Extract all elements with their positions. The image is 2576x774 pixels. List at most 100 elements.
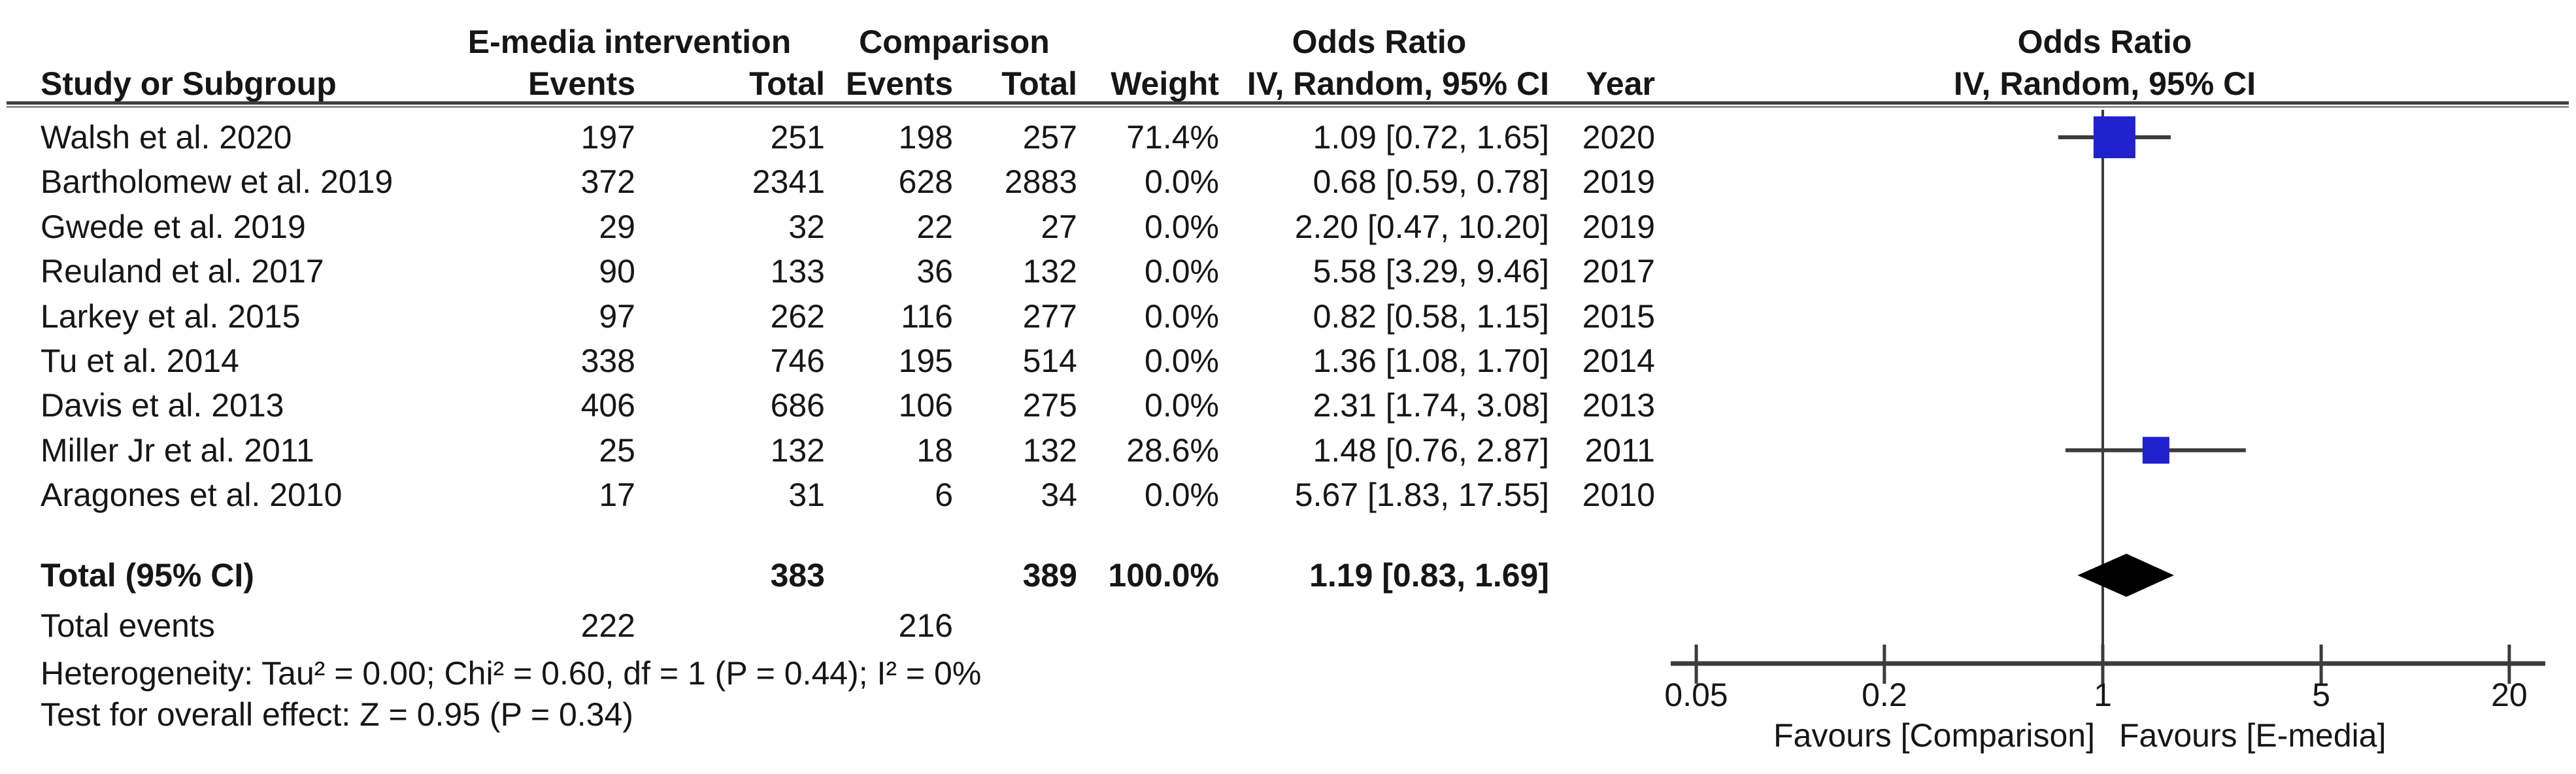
- axis-tick-label: 0.05: [1664, 677, 1728, 713]
- events-intervention: 97: [599, 298, 635, 335]
- year: 2015: [1582, 298, 1655, 335]
- ci-text: 0.82 [0.58, 1.15]: [1313, 298, 1549, 335]
- grand-total-weight: 100.0%: [1108, 557, 1219, 594]
- total-intervention: 32: [788, 209, 825, 245]
- column-header-row: Study or Subgroup Events Total Events To…: [0, 65, 1673, 105]
- weight: 0.0%: [1145, 253, 1219, 290]
- col-group-intervention: E-media intervention: [467, 24, 792, 60]
- events-comparison: 36: [916, 253, 953, 290]
- events-comparison: 106: [898, 387, 953, 424]
- study-marker: [2142, 437, 2169, 464]
- heterogeneity-stats: Heterogeneity: Tau² = 0.00; Chi² = 0.60,…: [41, 655, 982, 692]
- grand-total-comparison: 389: [1022, 557, 1077, 594]
- events-intervention: 338: [580, 343, 635, 379]
- total-comparison: 275: [1022, 387, 1077, 424]
- events-comparison: 628: [898, 163, 953, 200]
- total-label: Total (95% CI): [41, 557, 254, 594]
- study-name: Aragones et al. 2010: [41, 477, 343, 513]
- year: 2010: [1582, 477, 1655, 513]
- total-events-comparison: 216: [898, 607, 953, 644]
- ci-text: 1.48 [0.76, 2.87]: [1313, 432, 1549, 469]
- total-intervention: 262: [770, 298, 825, 335]
- weight: 0.0%: [1145, 477, 1219, 513]
- weight: 0.0%: [1145, 163, 1219, 200]
- col-weight: Weight: [1111, 65, 1219, 102]
- events-intervention: 406: [580, 387, 635, 424]
- total-comparison: 34: [1041, 477, 1077, 513]
- col-ci: IV, Random, 95% CI: [1246, 65, 1549, 102]
- weight: 0.0%: [1145, 387, 1219, 424]
- total-intervention: 686: [770, 387, 825, 424]
- total-intervention: 31: [788, 477, 825, 513]
- study-name: Tu et al. 2014: [41, 343, 239, 379]
- events-comparison: 18: [916, 432, 953, 469]
- total-comparison: 132: [1022, 253, 1077, 290]
- header-divider: [7, 101, 2569, 108]
- axis-tick-label: 5: [2312, 677, 2330, 713]
- events-intervention: 25: [599, 432, 635, 469]
- col-events-intervention: Events: [528, 65, 635, 102]
- total-row: Total (95% CI) 383 389 100.0% 1.19 [0.83…: [0, 556, 1673, 597]
- year: 2017: [1582, 253, 1655, 290]
- total-intervention: 251: [770, 119, 825, 156]
- col-group-odds-ratio: Odds Ratio: [1292, 24, 1467, 60]
- year: 2013: [1582, 387, 1655, 424]
- favours-emedia-label: Favours [E-media]: [2119, 717, 2386, 754]
- events-comparison: 22: [916, 209, 953, 245]
- col-events-comparison: Events: [846, 65, 953, 102]
- ci-text: 1.36 [1.08, 1.70]: [1313, 343, 1549, 379]
- study-row: Aragones et al. 2010 17 31 6 34 0.0% 5.6…: [0, 476, 1673, 516]
- total-comparison: 2883: [1004, 163, 1077, 200]
- total-events-row: Total events 222 216: [0, 607, 1673, 647]
- ci-text: 2.31 [1.74, 3.08]: [1313, 387, 1549, 424]
- events-comparison: 198: [898, 119, 953, 156]
- favours-comparison-label: Favours [Comparison]: [1773, 717, 2095, 754]
- total-comparison: 514: [1022, 343, 1077, 379]
- year: 2020: [1582, 119, 1655, 156]
- total-intervention: 746: [770, 343, 825, 379]
- total-comparison: 132: [1022, 432, 1077, 469]
- overall-effect-stats: Test for overall effect: Z = 0.95 (P = 0…: [41, 696, 633, 733]
- study-name: Walsh et al. 2020: [41, 119, 292, 156]
- study-name: Larkey et al. 2015: [41, 298, 301, 335]
- study-row: Larkey et al. 2015 97 262 116 277 0.0% 0…: [0, 297, 1673, 338]
- col-study: Study or Subgroup: [41, 65, 337, 102]
- axis-tick-label: 1: [2094, 677, 2112, 713]
- study-row: Reuland et al. 2017 90 133 36 132 0.0% 5…: [0, 252, 1673, 293]
- pooled-ci-text: 1.19 [0.83, 1.69]: [1309, 557, 1549, 594]
- study-row: Tu et al. 2014 338 746 195 514 0.0% 1.36…: [0, 342, 1673, 382]
- weight: 0.0%: [1145, 209, 1219, 245]
- col-total-comparison: Total: [1001, 65, 1077, 102]
- events-comparison: 6: [935, 477, 953, 513]
- study-row: Miller Jr et al. 2011 25 132 18 132 28.6…: [0, 431, 1673, 472]
- ci-text: 2.20 [0.47, 10.20]: [1294, 209, 1549, 245]
- plot-title: Odds Ratio: [2017, 24, 2192, 60]
- total-comparison: 277: [1022, 298, 1077, 335]
- total-events-intervention: 222: [580, 607, 635, 644]
- events-intervention: 372: [580, 163, 635, 200]
- study-row: Davis et al. 2013 406 686 106 275 0.0% 2…: [0, 386, 1673, 427]
- axis-tick-label: 0.2: [1862, 677, 1907, 713]
- weight: 0.0%: [1145, 343, 1219, 379]
- events-intervention: 29: [599, 209, 635, 245]
- events-intervention: 17: [599, 477, 635, 513]
- events-intervention: 197: [580, 119, 635, 156]
- total-events-label: Total events: [41, 607, 215, 644]
- events-intervention: 90: [599, 253, 635, 290]
- year: 2011: [1584, 432, 1655, 469]
- study-name: Reuland et al. 2017: [41, 253, 324, 290]
- col-year: Year: [1586, 65, 1655, 102]
- col-group-comparison: Comparison: [859, 24, 1050, 60]
- year: 2019: [1582, 163, 1655, 200]
- ci-text: 1.09 [0.72, 1.65]: [1313, 119, 1549, 156]
- weight: 71.4%: [1126, 119, 1219, 156]
- weight: 0.0%: [1145, 298, 1219, 335]
- weight: 28.6%: [1126, 432, 1219, 469]
- total-comparison: 257: [1022, 119, 1077, 156]
- study-row: Walsh et al. 2020 197 251 198 257 71.4% …: [0, 118, 1673, 159]
- total-intervention: 133: [770, 253, 825, 290]
- year: 2019: [1582, 209, 1655, 245]
- ci-text: 0.68 [0.59, 0.78]: [1313, 163, 1549, 200]
- study-row: Bartholomew et al. 2019 372 2341 628 288…: [0, 163, 1673, 203]
- ci-text: 5.67 [1.83, 17.55]: [1294, 477, 1549, 513]
